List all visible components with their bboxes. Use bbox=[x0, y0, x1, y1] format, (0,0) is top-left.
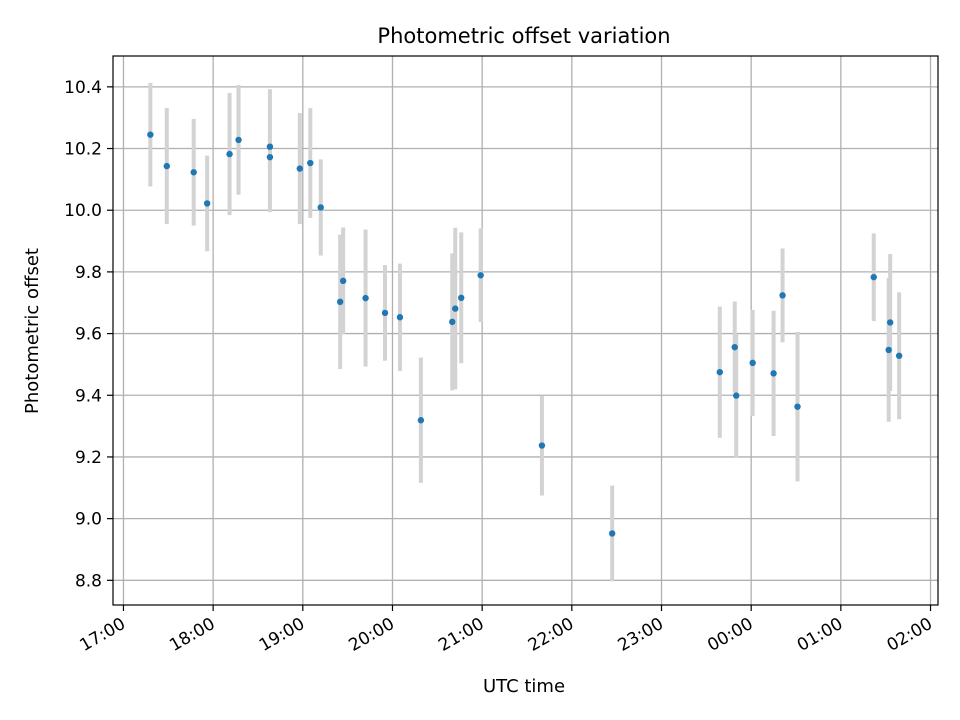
data-point bbox=[477, 272, 484, 279]
y-tick-label: 8.8 bbox=[75, 571, 102, 591]
chart-title: Photometric offset variation bbox=[377, 24, 670, 48]
data-point bbox=[886, 319, 894, 326]
data-point bbox=[794, 403, 801, 410]
data-point bbox=[381, 309, 389, 317]
y-tick-label: 9.4 bbox=[75, 386, 102, 406]
y-tick-label: 9.2 bbox=[75, 448, 102, 468]
data-point bbox=[870, 273, 877, 281]
data-point bbox=[163, 162, 171, 170]
data-point bbox=[895, 352, 903, 359]
data-point bbox=[749, 359, 756, 367]
y-tick-label: 9.8 bbox=[75, 263, 102, 283]
data-point bbox=[733, 392, 740, 399]
data-points bbox=[147, 131, 903, 537]
data-point bbox=[307, 159, 314, 167]
data-point bbox=[770, 370, 777, 377]
data-point bbox=[779, 292, 786, 299]
y-tick-label: 9.0 bbox=[75, 510, 102, 530]
data-point bbox=[458, 294, 465, 302]
data-point bbox=[885, 346, 892, 354]
plot-frame bbox=[112, 55, 939, 606]
x-axis-title: UTC time bbox=[483, 676, 565, 697]
data-point bbox=[336, 298, 344, 306]
data-point bbox=[538, 442, 546, 449]
data-point bbox=[296, 165, 304, 172]
y-tick-label: 10.4 bbox=[64, 78, 102, 98]
data-point bbox=[317, 204, 324, 211]
y-tick-label: 10.0 bbox=[64, 201, 102, 221]
data-point bbox=[203, 200, 211, 207]
data-point bbox=[731, 343, 738, 351]
data-point bbox=[452, 305, 459, 312]
data-point bbox=[266, 153, 274, 161]
data-point bbox=[190, 169, 197, 176]
y-tick-label: 10.2 bbox=[64, 140, 102, 160]
data-point bbox=[266, 143, 274, 150]
data-point bbox=[608, 530, 616, 537]
data-point bbox=[716, 368, 723, 376]
data-point bbox=[226, 150, 233, 158]
data-point bbox=[417, 417, 425, 424]
data-point bbox=[396, 314, 404, 321]
data-point bbox=[235, 136, 242, 144]
data-point bbox=[362, 294, 369, 302]
data-point bbox=[339, 277, 347, 285]
y-axis-title: Photometric offset bbox=[22, 248, 43, 414]
data-point bbox=[449, 318, 456, 326]
grid-lines bbox=[113, 56, 938, 605]
data-point bbox=[147, 131, 154, 138]
y-tick-label: 9.6 bbox=[75, 325, 102, 345]
